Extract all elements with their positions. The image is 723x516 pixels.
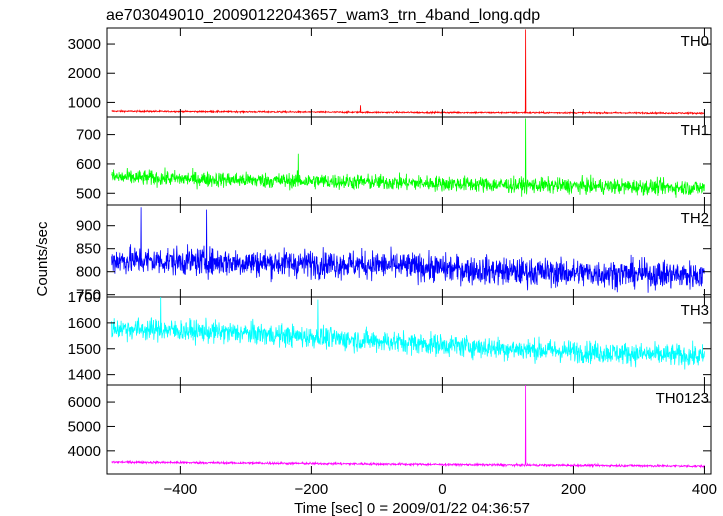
x-tick-label: 200 xyxy=(561,481,586,498)
series-label: TH3 xyxy=(681,302,709,319)
series-line-th0 xyxy=(111,29,705,116)
panel-th1: 500 600 700 TH1 xyxy=(76,116,712,206)
panel-frame xyxy=(106,27,712,118)
panel-frame xyxy=(106,384,712,475)
y-tick-label: 750 xyxy=(76,287,101,304)
y-tick-label: 1700 xyxy=(68,289,101,306)
y-tick-label: 700 xyxy=(76,127,101,144)
y-tick-label: 6000 xyxy=(68,394,101,411)
y-tick-label: 1400 xyxy=(68,367,101,384)
y-tick-label: 500 xyxy=(76,185,101,202)
panel-frame xyxy=(106,116,712,206)
y-tick-label: 600 xyxy=(76,156,101,173)
series-line-th2 xyxy=(111,207,705,293)
panel-th2: 750 800 850 900 TH2 xyxy=(76,204,712,304)
y-tick-label: 2000 xyxy=(68,65,101,82)
x-tick-label: −200 xyxy=(294,481,328,498)
panel-th3: 1400 1500 1600 1700 TH3 xyxy=(68,289,712,386)
y-tick-label: 4000 xyxy=(68,443,101,460)
series-line-th3 xyxy=(111,296,705,370)
y-tick-label: 800 xyxy=(76,264,101,281)
series-line-th1 xyxy=(111,118,705,198)
x-tick-label: 0 xyxy=(438,481,446,498)
series-label: TH2 xyxy=(681,210,709,227)
y-tick-label: 900 xyxy=(76,218,101,235)
y-tick-label: 1600 xyxy=(68,315,101,332)
series-label: TH0 xyxy=(681,33,709,50)
series-label: TH1 xyxy=(681,122,709,139)
y-tick-label: 5000 xyxy=(68,418,101,435)
y-axis-label: Counts/sec xyxy=(34,221,51,297)
panel-th0123: 4000 5000 6000 TH0123 xyxy=(68,384,712,475)
y-tick-label: 850 xyxy=(76,241,101,258)
panels-group: 1000 2000 3000 TH0 500 600 700 TH1 750 800 850 900 T… xyxy=(68,27,712,475)
panel-th0: 1000 2000 3000 TH0 xyxy=(68,27,712,118)
x-axis-label: Time [sec] 0 = 2009/01/22 04:36:57 xyxy=(294,500,530,516)
y-tick-label: 1000 xyxy=(68,94,101,111)
y-tick-label: 1500 xyxy=(68,341,101,358)
x-tick-label: −400 xyxy=(163,481,197,498)
chart-title: ae703049010_20090122043657_wam3_trn_4ban… xyxy=(106,7,540,24)
series-line-th0123 xyxy=(111,384,705,469)
y-tick-label: 3000 xyxy=(68,36,101,53)
series-label: TH0123 xyxy=(656,390,709,407)
x-tick-label: 400 xyxy=(692,481,717,498)
